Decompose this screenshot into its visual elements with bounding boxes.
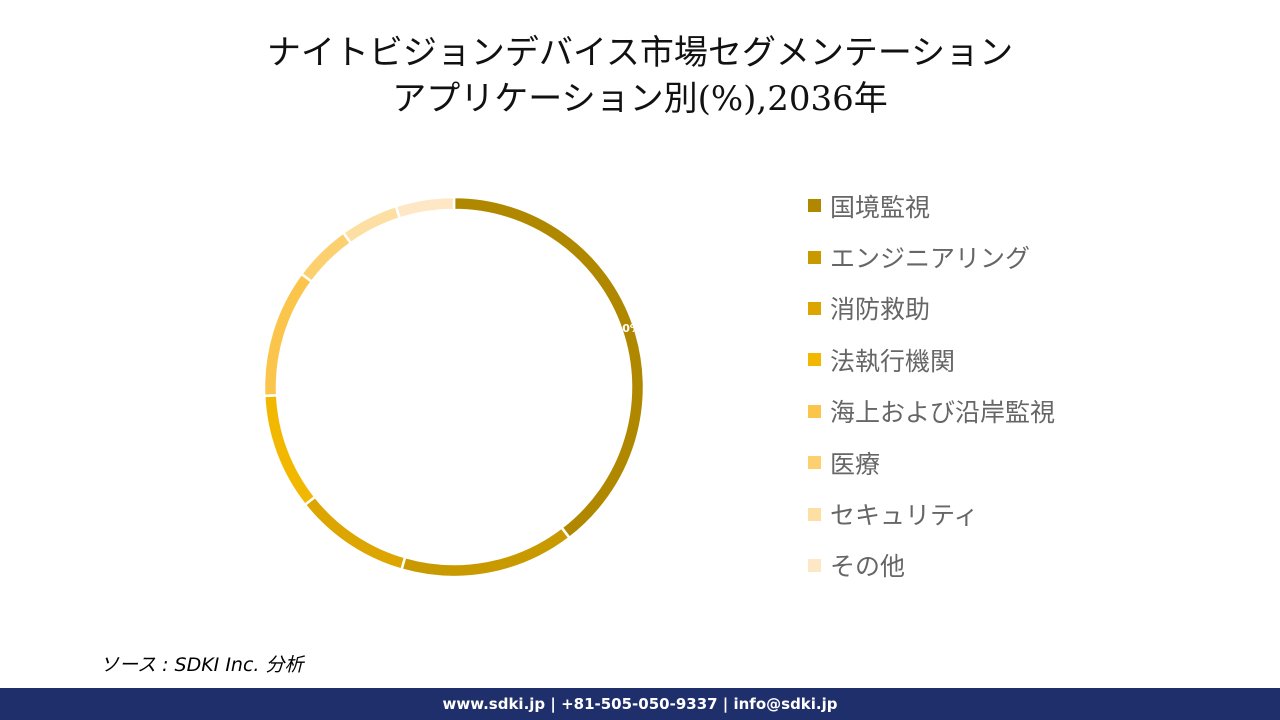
legend-label-2: エンジニアリング — [830, 244, 1031, 274]
legend-label-7: セキュリティ — [830, 501, 979, 531]
donut-slice-7 — [341, 204, 402, 245]
legend-swatch-3 — [808, 301, 821, 315]
source-note: ソース : SDKI Inc. 分析 — [100, 654, 304, 676]
donut-slice-3 — [303, 494, 407, 572]
legend-swatch-4 — [808, 353, 821, 367]
legend-item-2: エンジニアリング — [808, 231, 1248, 282]
legend-swatch-2 — [808, 250, 821, 264]
chart-legend: 国境監視エンジニアリング 消防救助法執行機関海上および沿岸監視 医療セキュリティ その… — [808, 180, 1248, 591]
legend-item-1: 国境監視 — [808, 180, 1248, 231]
donut-chart: 40% — [262, 195, 646, 579]
donut-slice-8 — [394, 195, 456, 221]
legend-item-6: 医療 — [808, 437, 1248, 488]
legend-item-5: 海上および沿岸監視 — [808, 386, 1248, 437]
donut-slice-2 — [399, 525, 572, 579]
legend-swatch-7 — [808, 507, 821, 521]
legend-item-3: 消防救助 — [808, 283, 1248, 334]
donut-slice-1 — [452, 195, 646, 540]
data-label-1: 40% — [615, 322, 641, 335]
legend-item-4: 法執行機関 — [808, 334, 1248, 385]
legend-swatch-5 — [808, 404, 821, 418]
chart-title: ナイトビジョンデバイス市場セグメンテーション アプリケーション別(%),2036… — [0, 30, 1280, 122]
legend-item-8: その他 — [808, 540, 1248, 591]
legend-item-7: セキュリティ — [808, 488, 1248, 539]
legend-swatch-8 — [808, 558, 821, 572]
legend-label-3: 消防救助 — [830, 295, 931, 325]
legend-label-8: その他 — [830, 552, 906, 582]
chart-title-line-2: アプリケーション別(%),2036年 — [392, 79, 888, 119]
chart-title-line-1: ナイトビジョンデバイス市場セグメンテーション — [266, 33, 1014, 73]
donut-slice-6 — [299, 230, 353, 284]
donut-slice-5 — [262, 272, 314, 398]
donut-slice-4 — [262, 393, 317, 507]
legend-swatch-1 — [808, 199, 821, 213]
footer-bar: www.sdki.jp | +81-505-050-9337 | info@sd… — [0, 688, 1280, 720]
legend-label-6: 医療 — [830, 449, 881, 479]
legend-label-5: 海上および沿岸監視 — [830, 398, 1056, 428]
legend-label-4: 法執行機関 — [830, 346, 956, 376]
legend-swatch-6 — [808, 456, 821, 470]
legend-label-1: 国境監視 — [830, 192, 931, 222]
